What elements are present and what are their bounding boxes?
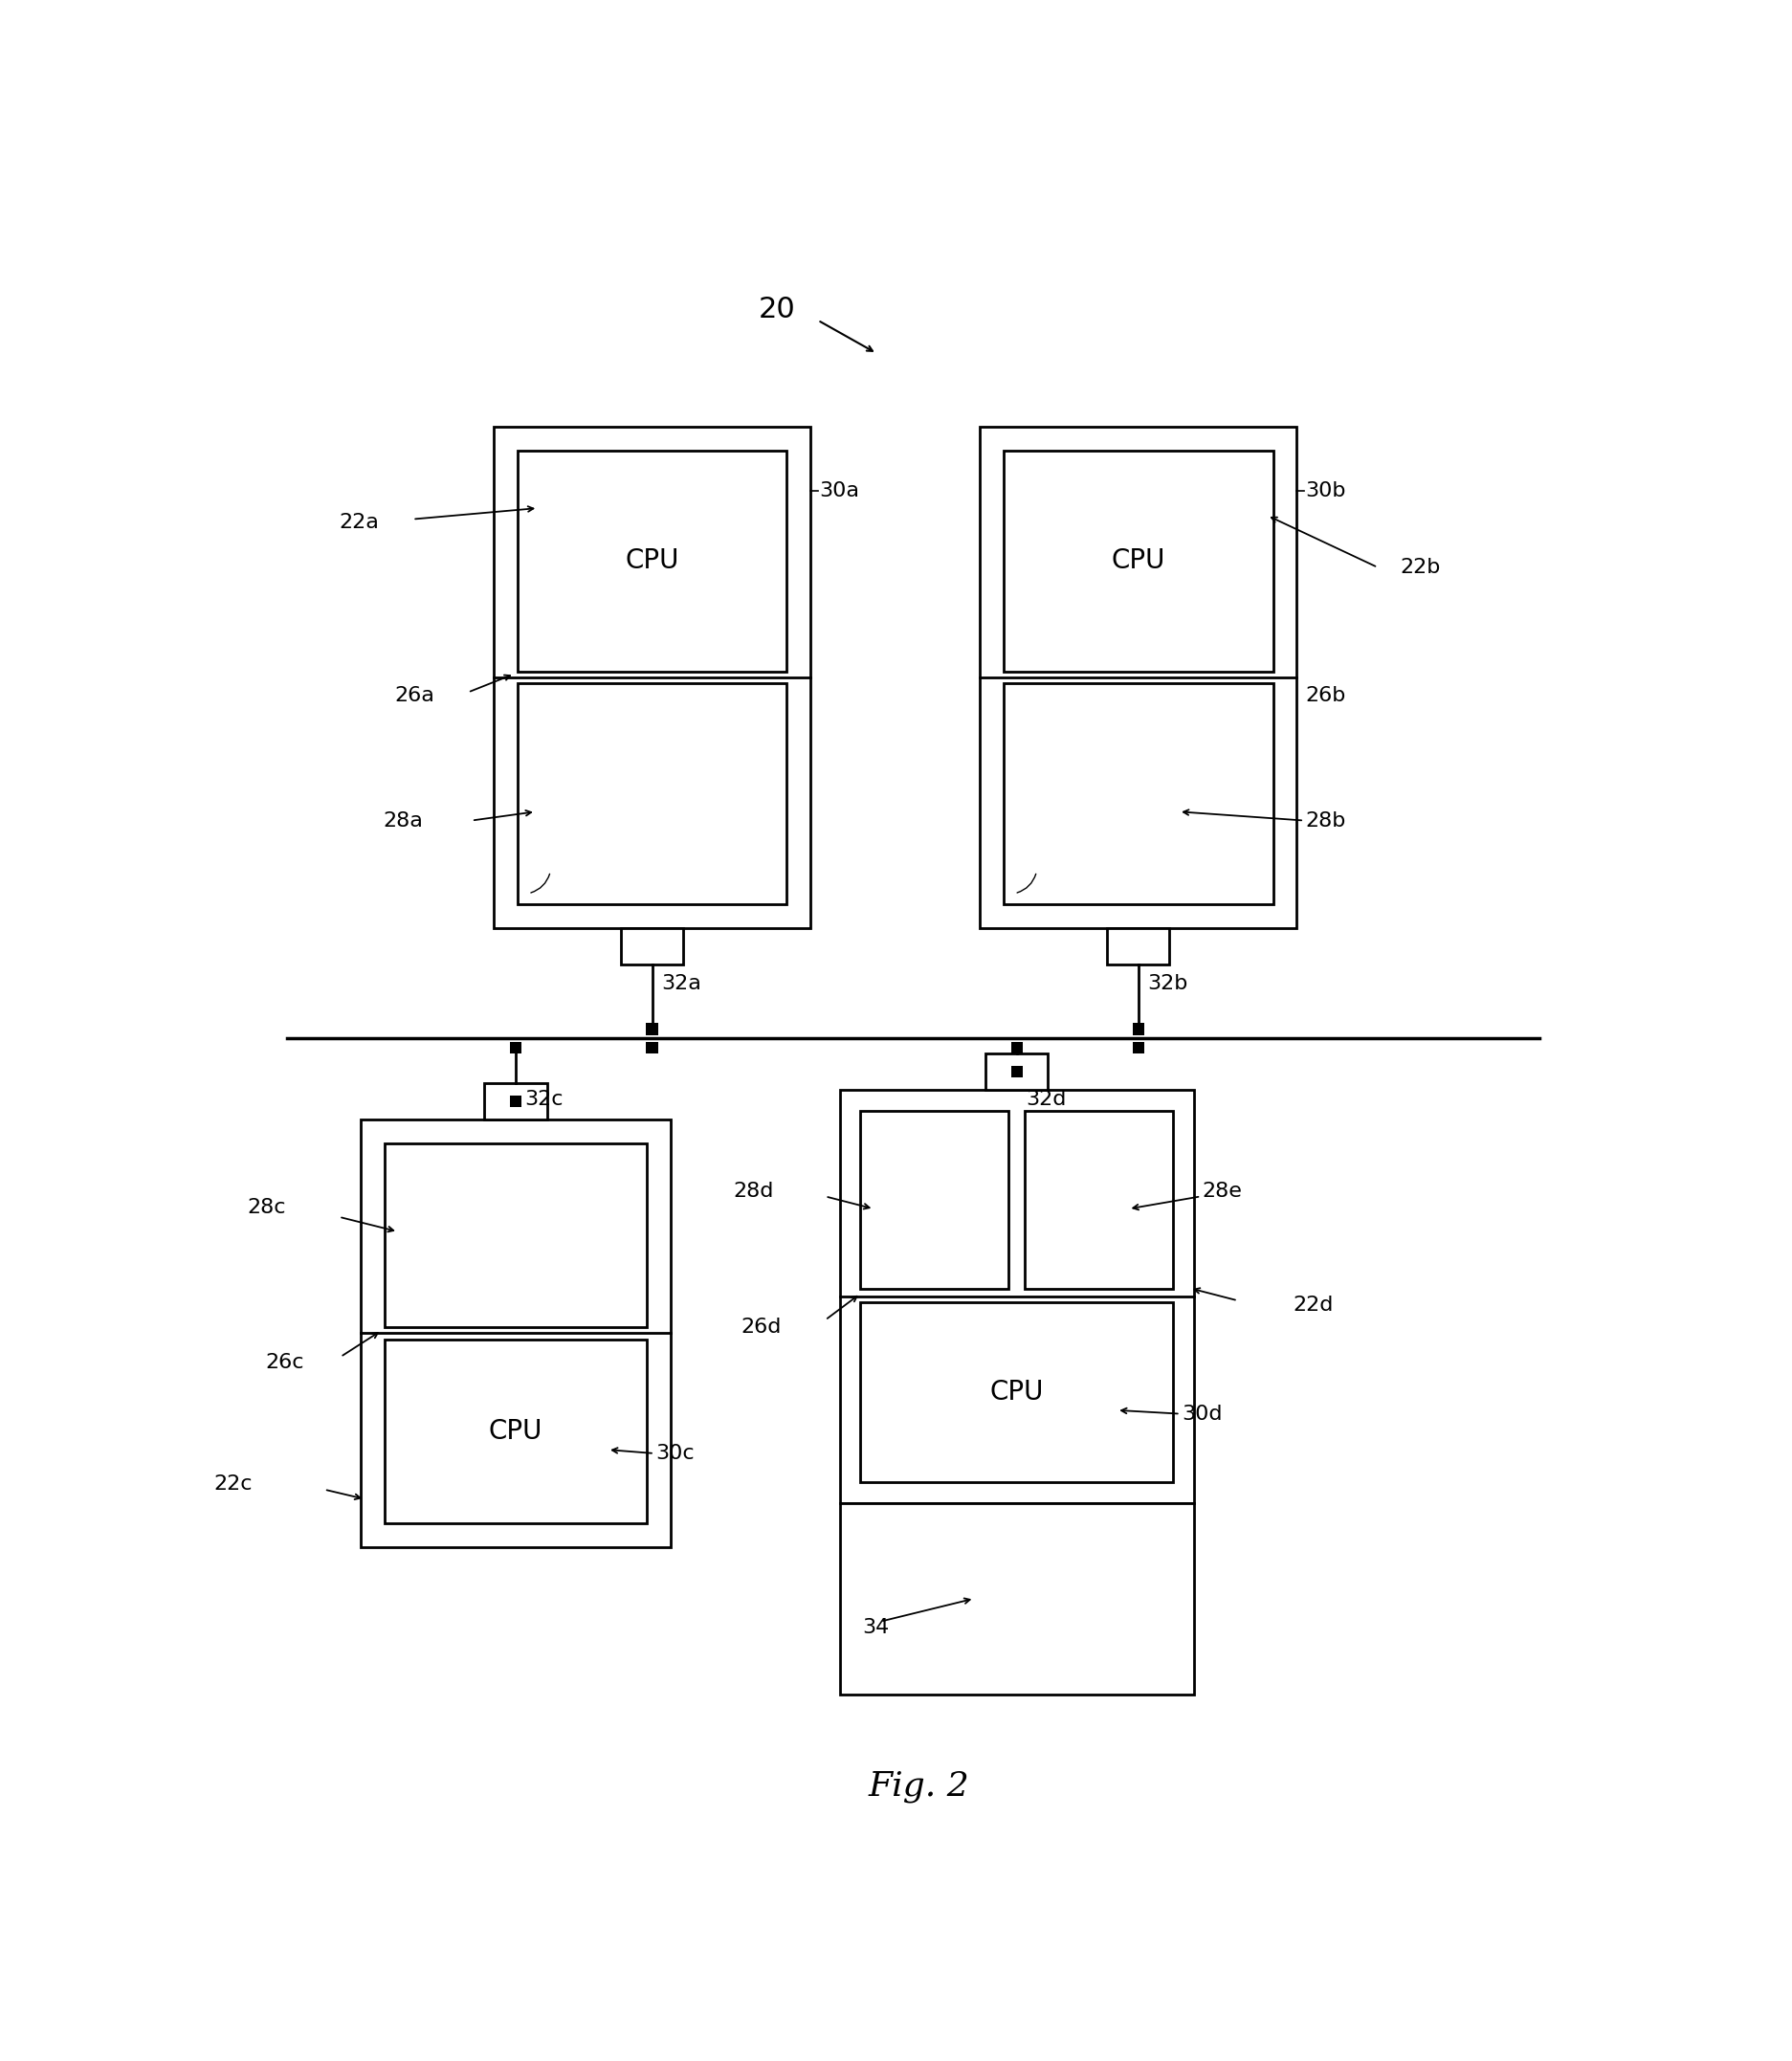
Bar: [647, 1022, 658, 1035]
Bar: [840, 1502, 1193, 1694]
Text: CPU: CPU: [1111, 548, 1165, 575]
Bar: [484, 1082, 547, 1119]
Text: 26a: 26a: [394, 686, 434, 705]
Text: 28d: 28d: [733, 1181, 774, 1202]
Bar: [385, 1144, 647, 1327]
Bar: [1004, 684, 1272, 905]
Bar: [1133, 1022, 1145, 1035]
Bar: [840, 1090, 1193, 1502]
Bar: [1133, 1043, 1145, 1053]
Bar: [980, 427, 1297, 927]
Text: 30a: 30a: [819, 480, 860, 501]
Bar: [1107, 927, 1170, 965]
Bar: [360, 1119, 670, 1548]
Text: 28a: 28a: [383, 810, 423, 831]
Bar: [385, 1340, 647, 1523]
Bar: [1025, 1111, 1174, 1288]
Text: 26d: 26d: [740, 1317, 781, 1338]
Text: 22d: 22d: [1294, 1294, 1333, 1315]
Text: 32c: 32c: [525, 1090, 563, 1109]
Text: CPU: CPU: [489, 1418, 543, 1445]
Text: Fig. 2: Fig. 2: [867, 1770, 969, 1803]
Bar: [647, 1043, 658, 1053]
Text: 28b: 28b: [1306, 810, 1346, 831]
Text: 26c: 26c: [265, 1354, 305, 1373]
Text: 22b: 22b: [1400, 559, 1441, 577]
Bar: [493, 427, 810, 927]
Text: 28e: 28e: [1202, 1181, 1242, 1202]
Text: CPU: CPU: [989, 1379, 1043, 1406]
Bar: [511, 1043, 521, 1053]
Text: 26b: 26b: [1306, 686, 1346, 705]
Text: 32d: 32d: [1025, 1090, 1066, 1109]
Bar: [518, 684, 787, 905]
Bar: [860, 1111, 1009, 1288]
Text: 34: 34: [862, 1618, 889, 1636]
Bar: [986, 1053, 1048, 1090]
Text: 32b: 32b: [1147, 973, 1188, 993]
Bar: [1011, 1043, 1023, 1053]
Text: 30c: 30c: [656, 1445, 695, 1463]
Text: 20: 20: [758, 295, 796, 324]
Text: 22a: 22a: [339, 513, 380, 532]
Bar: [860, 1303, 1174, 1482]
Text: 30b: 30b: [1306, 480, 1346, 501]
Bar: [1011, 1066, 1023, 1078]
Text: CPU: CPU: [625, 548, 679, 575]
Bar: [518, 451, 787, 672]
Text: 30d: 30d: [1181, 1404, 1222, 1424]
Text: 32a: 32a: [661, 973, 701, 993]
Bar: [511, 1094, 521, 1107]
Bar: [620, 927, 683, 965]
Text: 28c: 28c: [247, 1197, 285, 1218]
Bar: [1004, 451, 1272, 672]
Text: 22c: 22c: [213, 1476, 253, 1494]
